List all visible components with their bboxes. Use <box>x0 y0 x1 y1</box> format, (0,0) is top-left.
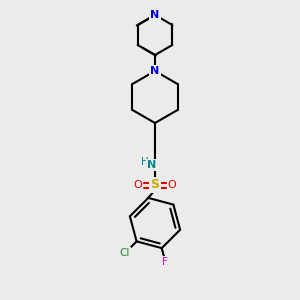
Text: Cl: Cl <box>119 248 130 258</box>
Text: S: S <box>151 178 160 191</box>
Text: O: O <box>134 180 142 190</box>
Text: F: F <box>162 256 168 267</box>
Text: N: N <box>150 66 160 76</box>
Text: N: N <box>147 160 157 170</box>
Text: O: O <box>168 180 176 190</box>
Text: N: N <box>150 10 160 20</box>
Text: H: H <box>141 157 149 167</box>
